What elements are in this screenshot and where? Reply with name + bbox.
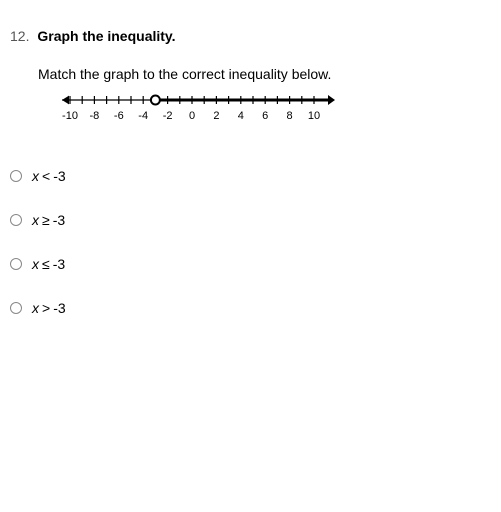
- choice-val: -3: [53, 300, 65, 316]
- choice-text: x≤-3: [32, 256, 65, 272]
- tick-label: 4: [238, 110, 244, 122]
- radio-button[interactable]: [10, 214, 22, 226]
- tick-label: 10: [308, 110, 320, 122]
- number-line: -10 -8 -6 -4 -2 0 2 4 6 8 10: [50, 88, 350, 138]
- choice-val: -3: [53, 256, 65, 272]
- tick-label: -8: [90, 110, 100, 122]
- tick-label: 6: [262, 110, 268, 122]
- question-title: Graph the inequality.: [37, 28, 175, 44]
- answer-choice[interactable]: x≥-3: [10, 212, 66, 228]
- question-header: 12. Graph the inequality.: [10, 28, 176, 44]
- choice-var: x: [32, 300, 39, 316]
- choice-text: x>-3: [32, 300, 66, 316]
- tick-label: 0: [189, 110, 195, 122]
- tick-label: -4: [138, 110, 148, 122]
- question-number: 12.: [10, 28, 29, 44]
- choice-op: <: [42, 168, 50, 184]
- choice-var: x: [32, 256, 39, 272]
- choice-op: ≤: [42, 256, 50, 272]
- tick-label: -6: [114, 110, 124, 122]
- answer-choice[interactable]: x>-3: [10, 300, 66, 316]
- radio-button[interactable]: [10, 302, 22, 314]
- choice-val: -3: [53, 168, 65, 184]
- radio-button[interactable]: [10, 170, 22, 182]
- answer-choice[interactable]: x≤-3: [10, 256, 66, 272]
- choice-val: -3: [53, 212, 65, 228]
- tick-label: 8: [287, 110, 293, 122]
- choice-text: x<-3: [32, 168, 66, 184]
- answer-choice[interactable]: x<-3: [10, 168, 66, 184]
- tick-label: -10: [62, 110, 78, 122]
- choice-op: >: [42, 300, 50, 316]
- tick-label: 2: [213, 110, 219, 122]
- answer-choices: x<-3x≥-3x≤-3x>-3: [10, 168, 66, 344]
- tick-label: -2: [163, 110, 173, 122]
- number-line-svg: [50, 88, 350, 110]
- choice-var: x: [32, 212, 39, 228]
- choice-text: x≥-3: [32, 212, 65, 228]
- question-instruction: Match the graph to the correct inequalit…: [38, 66, 331, 82]
- radio-button[interactable]: [10, 258, 22, 270]
- choice-op: ≥: [42, 212, 50, 228]
- choice-var: x: [32, 168, 39, 184]
